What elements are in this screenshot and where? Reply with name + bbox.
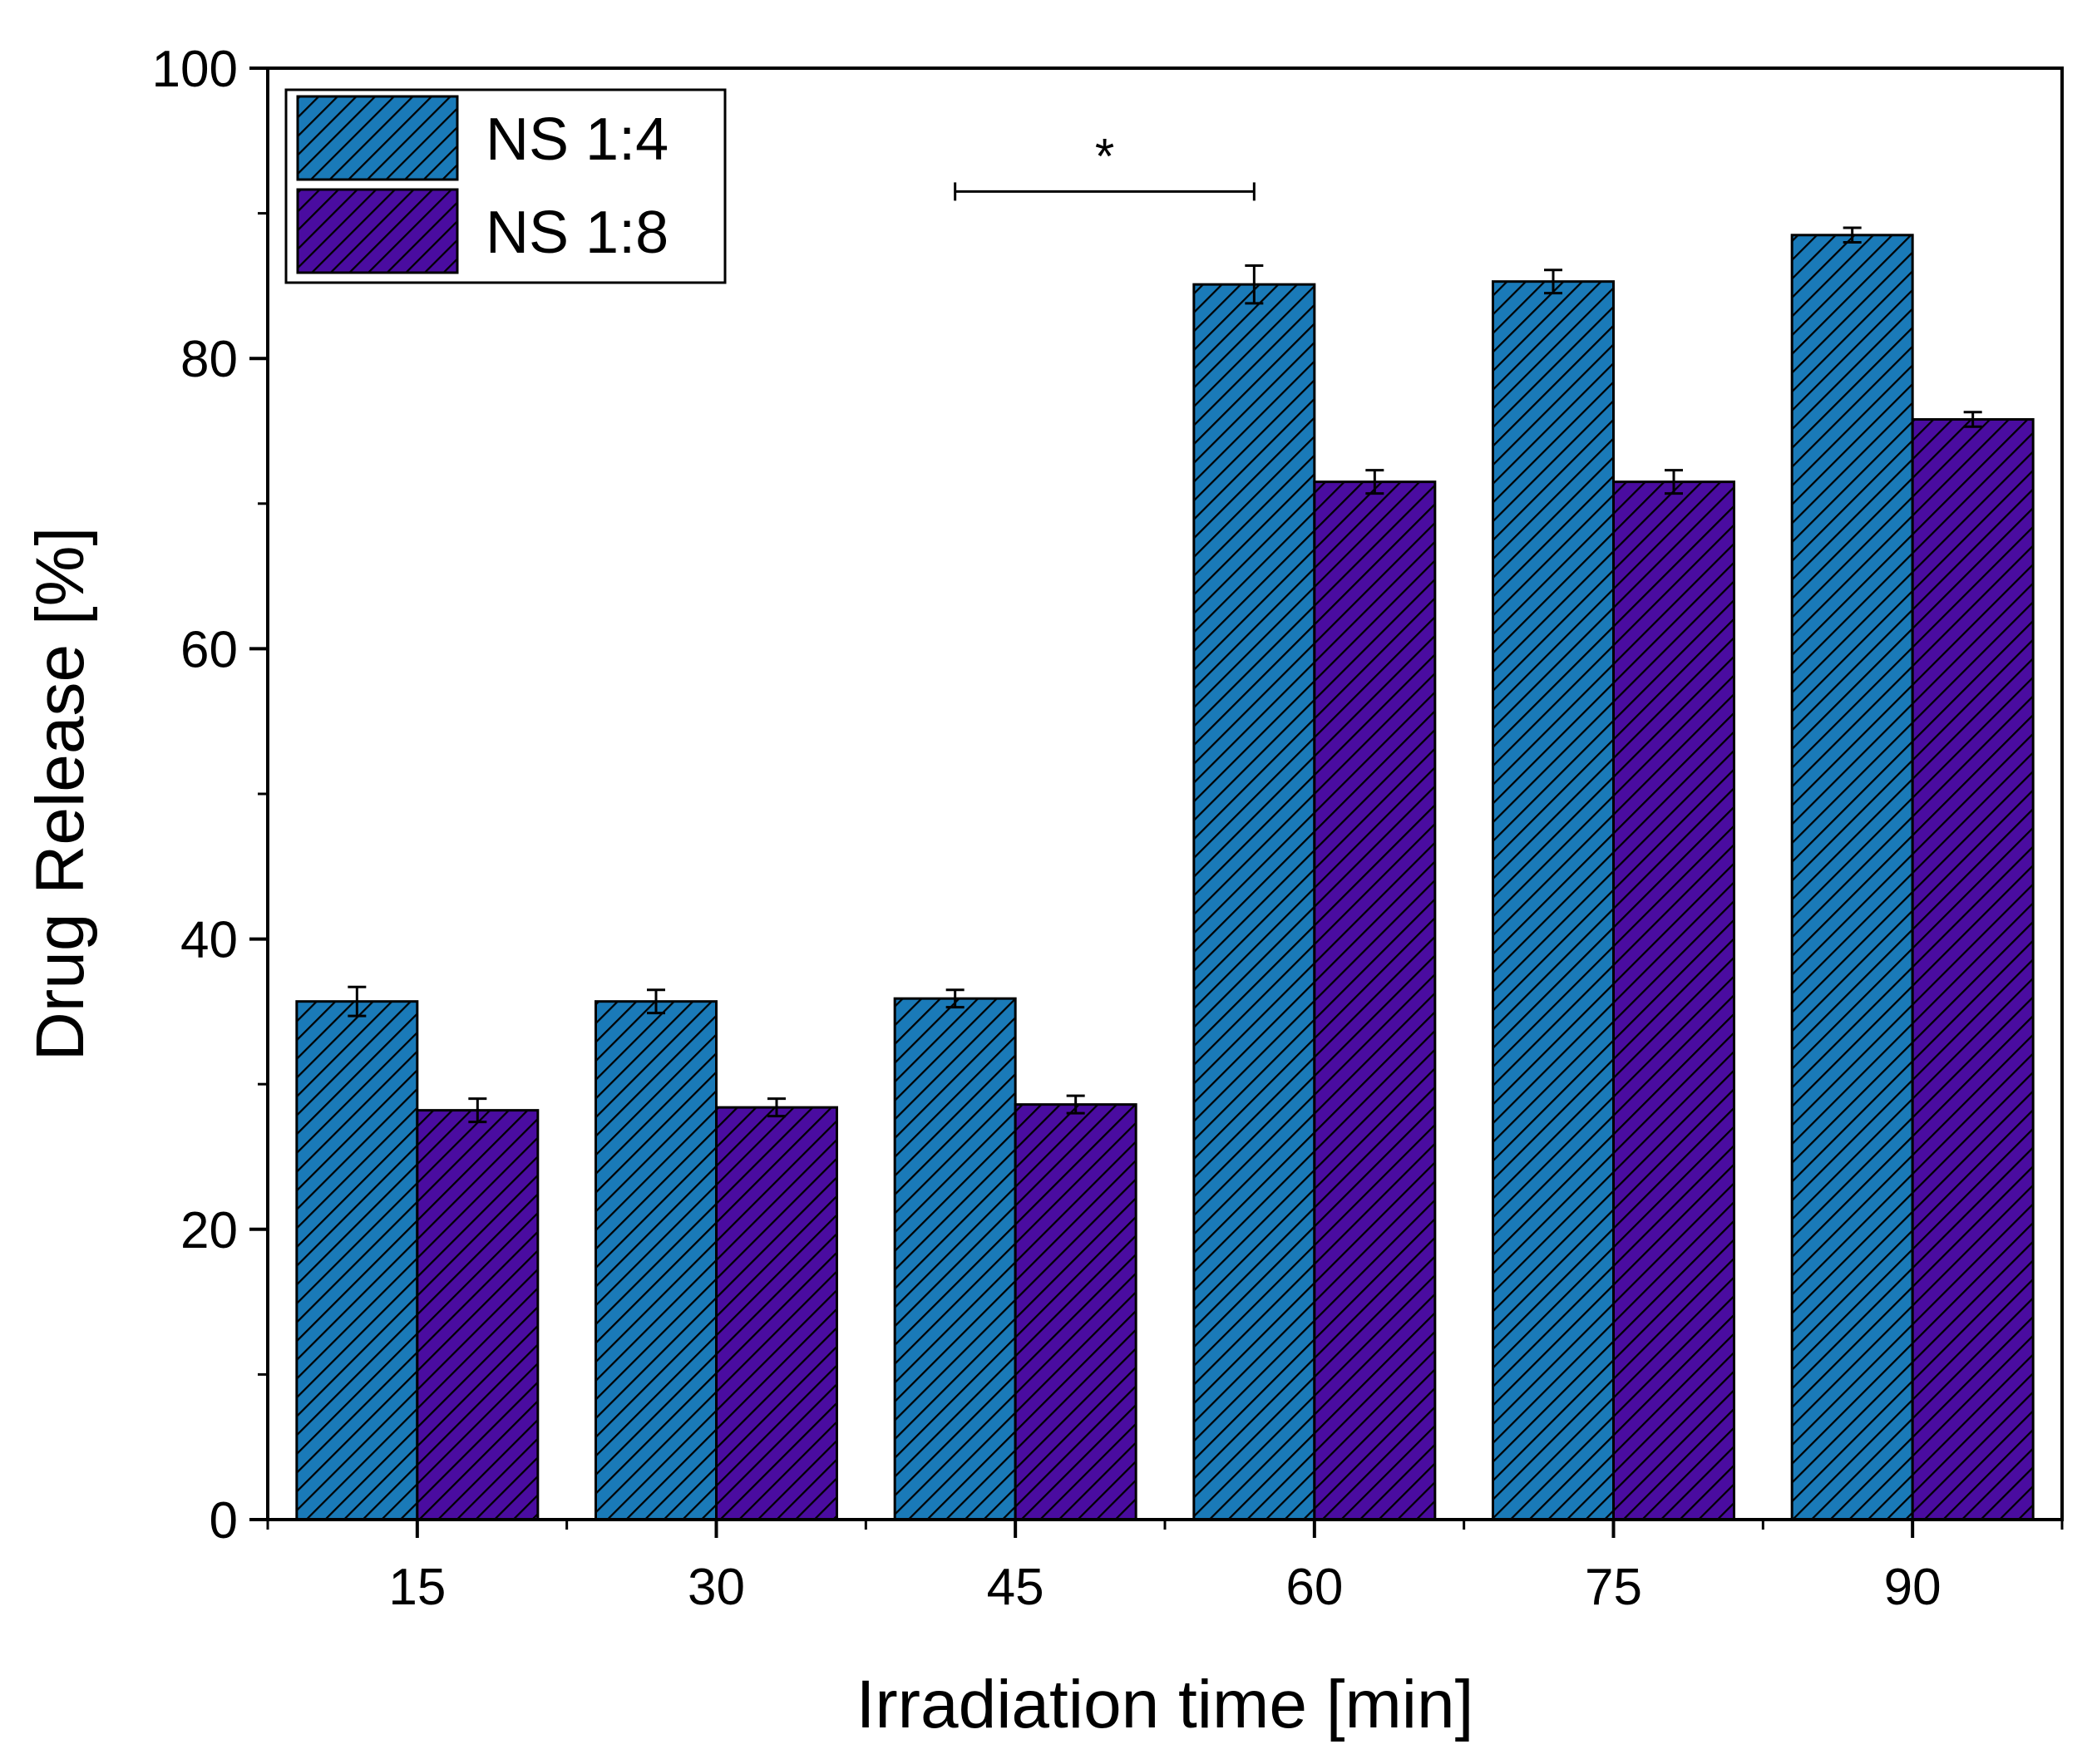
y-tick-label: 100 xyxy=(152,41,238,98)
axes-layer: 0 20 40 60 80 100 15 30 45 60 75 90 Irradiation time… xyxy=(22,41,2064,1742)
significance-marker: * xyxy=(1095,128,1114,184)
bar-hatch-overlay xyxy=(1492,280,1615,1521)
y-tick-label: 40 xyxy=(180,912,238,969)
y-tick-label: 60 xyxy=(180,621,238,678)
y-axis-title: Drug Release [%] xyxy=(22,527,98,1062)
bar-hatch-overlay xyxy=(1313,480,1437,1521)
x-tick-label: 30 xyxy=(688,1559,745,1616)
bar-hatch-overlay xyxy=(1014,1103,1137,1521)
y-tick-label: 20 xyxy=(180,1202,238,1259)
x-tick-label: 60 xyxy=(1285,1559,1343,1616)
legend-swatch-hatch xyxy=(296,95,459,181)
bar-hatch-overlay xyxy=(595,1000,718,1521)
bar-hatch-overlay xyxy=(893,997,1017,1521)
legend-label: NS 1:4 xyxy=(486,106,669,173)
y-tick-label: 0 xyxy=(210,1492,238,1550)
bars-layer xyxy=(295,234,2035,1521)
legend-label: NS 1:8 xyxy=(486,200,669,266)
x-tick-label: 90 xyxy=(1884,1559,1942,1616)
legend: NS 1:4 NS 1:8 xyxy=(284,88,727,284)
bar-hatch-overlay xyxy=(1911,418,2035,1521)
bar-hatch-overlay xyxy=(1790,234,1914,1521)
bar-hatch-overlay xyxy=(1192,283,1316,1521)
x-axis-title: Irradiation time [min] xyxy=(856,1667,1474,1742)
y-tick-label: 80 xyxy=(180,331,238,388)
bar-hatch-overlay xyxy=(715,1106,838,1521)
x-tick-label: 75 xyxy=(1585,1559,1642,1616)
legend-swatch-hatch xyxy=(296,188,459,274)
bar-hatch-overlay xyxy=(295,1000,419,1521)
annotation-layer: * xyxy=(954,128,1256,201)
bar-hatch-overlay xyxy=(416,1109,540,1521)
bar-hatch-overlay xyxy=(1612,480,1735,1521)
x-tick-label: 15 xyxy=(388,1559,446,1616)
x-tick-label: 45 xyxy=(987,1559,1044,1616)
error-bars-layer xyxy=(348,226,1982,1124)
